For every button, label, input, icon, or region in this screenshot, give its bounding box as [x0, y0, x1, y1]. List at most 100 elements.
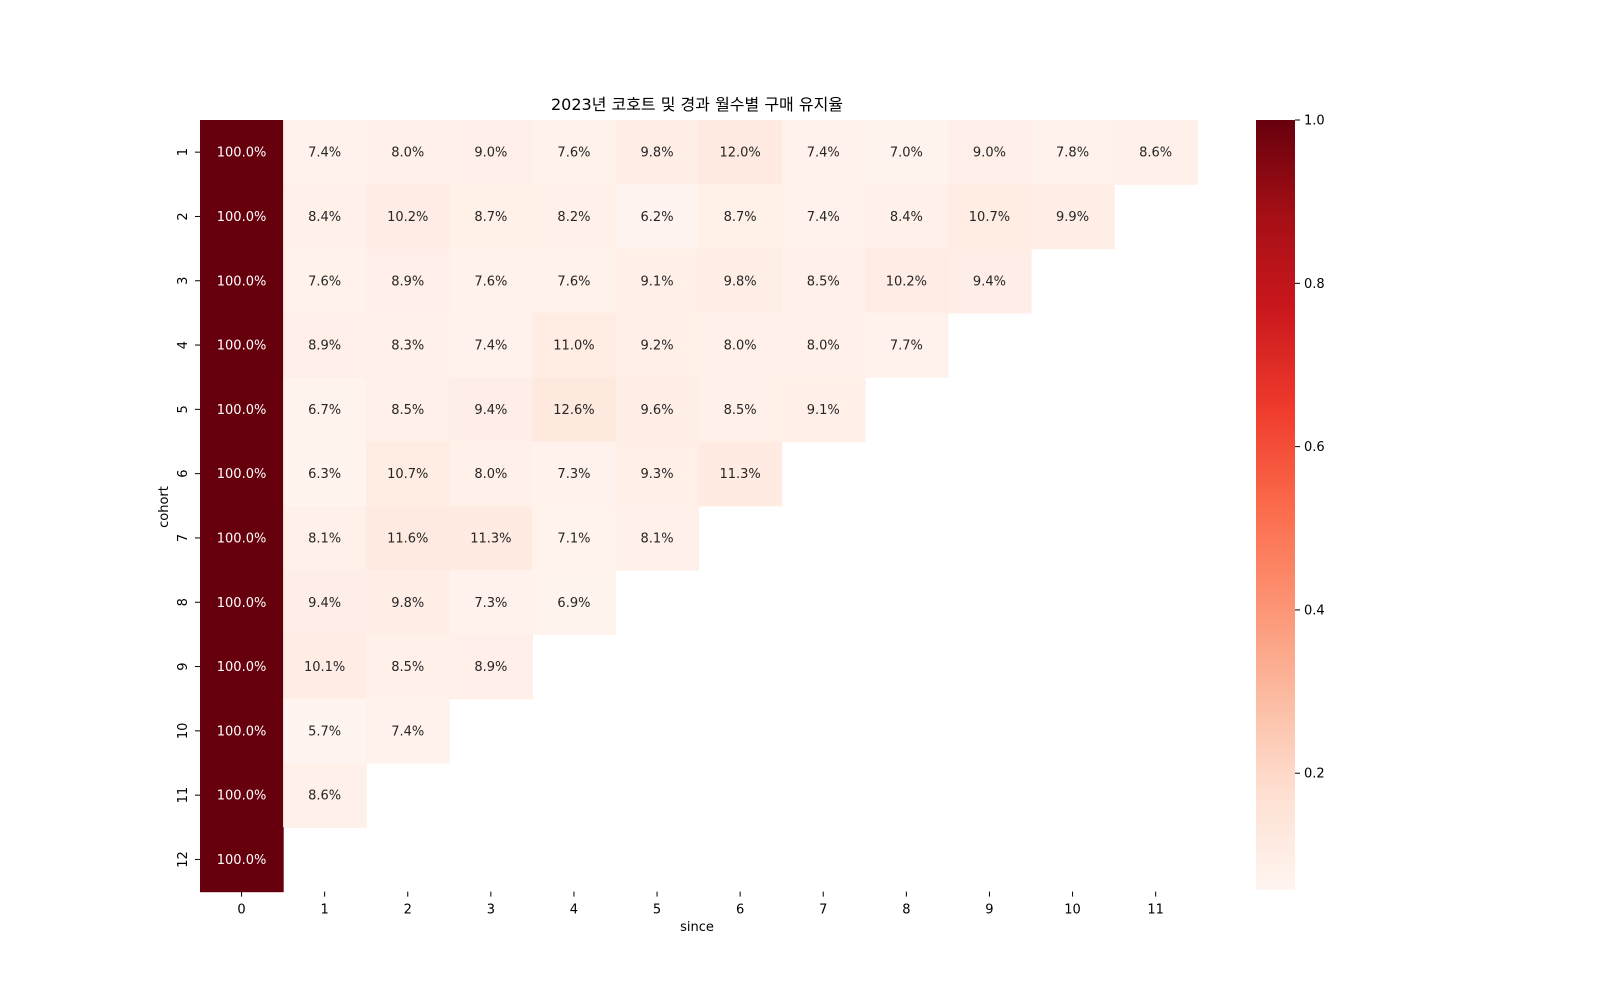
cell-label: 6.2% [641, 210, 674, 225]
x-tick-label: 0 [237, 903, 245, 918]
cell-label: 100.0% [217, 724, 267, 739]
heatmap-cell [449, 312, 533, 378]
heatmap-cell [947, 120, 1032, 185]
colorbar-tick-label: 0.2 [1304, 767, 1325, 782]
heatmap-cell [781, 184, 866, 250]
heatmap-cell [366, 120, 450, 185]
cell-label: 8.7% [474, 210, 507, 225]
heatmap-cell [200, 120, 284, 185]
cell-label: 8.5% [807, 274, 840, 289]
cell-label: 100.0% [217, 853, 267, 868]
heatmap-cell [366, 698, 450, 764]
heatmap-cell [366, 570, 450, 635]
heatmap-cell [1031, 184, 1115, 250]
cell-label: 7.6% [557, 274, 590, 289]
heatmap-cell [283, 441, 367, 507]
x-axis: 0 1 2 3 4 5 6 7 8 9 10 11 [237, 891, 1164, 918]
heatmap-cell [283, 763, 367, 828]
heatmap-cell [864, 120, 949, 185]
cell-label: 5.7% [308, 724, 341, 739]
heatmap-cell [615, 312, 700, 378]
cell-label: 8.4% [308, 210, 341, 225]
cell-label: 12.0% [719, 146, 760, 161]
cell-label: 10.1% [304, 660, 345, 675]
cell-label: 8.1% [308, 531, 341, 546]
heatmap-cell [947, 184, 1032, 250]
heatmap-cell [283, 698, 367, 764]
cell-label: 9.8% [641, 146, 674, 161]
y-tick-label: 3 [176, 277, 191, 285]
heatmap-cell [532, 312, 617, 378]
heatmap-cell [283, 505, 367, 571]
y-tick-label: 2 [176, 212, 191, 220]
heatmap-cell [532, 570, 617, 635]
heatmap-cell [283, 634, 367, 700]
cell-label: 10.7% [969, 210, 1010, 225]
cell-label: 8.6% [1139, 146, 1172, 161]
cell-label: 9.1% [807, 403, 840, 418]
cell-label: 9.6% [641, 403, 674, 418]
chart-title: 2023년 코호트 및 경과 월수별 구매 유지율 [551, 95, 843, 114]
cell-label: 8.5% [391, 403, 424, 418]
cell-label: 7.4% [308, 146, 341, 161]
heatmap-cell [781, 248, 866, 314]
x-tick-label: 1 [321, 903, 329, 918]
y-tick-label: 10 [176, 723, 191, 740]
heatmap-cell [449, 570, 533, 635]
cell-label: 10.2% [886, 274, 927, 289]
x-tick-label: 9 [985, 903, 993, 918]
heatmap-cell [781, 377, 866, 443]
x-tick-label: 6 [736, 903, 744, 918]
heatmap-cell [615, 184, 700, 250]
cell-label: 7.8% [1056, 146, 1089, 161]
colorbar [1256, 120, 1295, 890]
heatmap-cell [200, 248, 284, 314]
heatmap-cell [200, 827, 284, 893]
heatmap-cell [698, 120, 783, 185]
colorbar-ticks: 0.2 0.4 0.6 0.8 1.0 [1295, 114, 1325, 782]
cell-label: 12.6% [553, 403, 594, 418]
cell-label: 10.7% [387, 467, 428, 482]
cell-label: 8.5% [391, 660, 424, 675]
heatmap-cell [200, 763, 284, 828]
heatmap-cell [1114, 120, 1198, 185]
heatmap-cell [615, 441, 700, 507]
heatmap-cell [200, 184, 284, 250]
cell-label: 11.0% [553, 339, 594, 354]
cell-label: 7.4% [391, 724, 424, 739]
heatmap-cell [864, 312, 949, 378]
cell-label: 100.0% [217, 660, 267, 675]
x-axis-label: since [680, 920, 714, 935]
heatmap-cell [283, 570, 367, 635]
heatmap-cell [366, 505, 450, 571]
cell-label: 9.8% [391, 596, 424, 611]
cell-label: 9.8% [724, 274, 757, 289]
cell-label: 100.0% [217, 274, 267, 289]
y-tick-label: 12 [176, 851, 191, 868]
cell-label: 100.0% [217, 789, 267, 804]
cell-label: 7.4% [474, 339, 507, 354]
cell-label: 9.9% [1056, 210, 1089, 225]
heatmap-cell [698, 248, 783, 314]
x-tick-label: 4 [570, 903, 578, 918]
y-axis-label: cohort [157, 486, 172, 528]
heatmap-cell [615, 120, 700, 185]
heatmap-cell [200, 377, 284, 443]
cell-label: 10.2% [387, 210, 428, 225]
heatmap-cell [283, 184, 367, 250]
heatmap-cell [200, 698, 284, 764]
heatmap-cell [366, 248, 450, 314]
x-tick-label: 7 [819, 903, 827, 918]
cell-label: 8.0% [724, 339, 757, 354]
y-tick-label: 6 [176, 470, 191, 478]
cell-label: 9.1% [641, 274, 674, 289]
heatmap-cell [698, 441, 783, 507]
heatmap-cell [449, 441, 533, 507]
cell-label: 11.3% [470, 531, 511, 546]
heatmap-cell [366, 312, 450, 378]
cell-label: 7.7% [890, 339, 923, 354]
cell-label: 8.2% [557, 210, 590, 225]
cell-label: 9.2% [641, 339, 674, 354]
heatmap-cell [200, 441, 284, 507]
